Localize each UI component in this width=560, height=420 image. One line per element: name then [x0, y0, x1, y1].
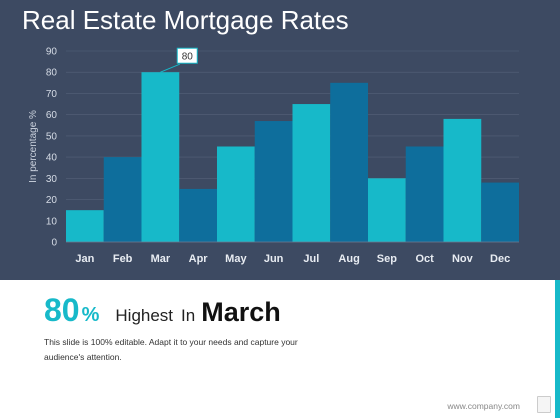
bar-nov: [443, 118, 482, 242]
y-tick-label: 0: [51, 238, 57, 249]
stat-label-highest: Highest: [115, 306, 174, 325]
description-text: This slide is 100% editable. Adapt it to…: [44, 337, 298, 362]
y-tick-label: 70: [46, 89, 58, 100]
highlight-stat: 80 % Highest In March: [44, 294, 281, 334]
x-tick-label: Nov: [452, 253, 474, 265]
bar-jan: [66, 210, 104, 242]
x-tick-label: Dec: [490, 253, 510, 265]
bar-dec: [481, 182, 519, 242]
bar-jul: [292, 104, 331, 242]
page-title: Real Estate Mortgage Rates: [22, 5, 349, 35]
y-tick-label: 40: [46, 153, 58, 164]
x-tick-label: May: [225, 253, 247, 265]
page-icon: [537, 396, 551, 413]
y-tick-label: 30: [46, 174, 58, 185]
callout-leader: [160, 63, 180, 73]
stat-label-in: In: [181, 306, 196, 325]
stat-percent-sign: %: [81, 304, 100, 326]
x-tick-label: Feb: [113, 253, 133, 265]
y-axis-label: In percentage %: [28, 110, 39, 183]
x-tick-label: Apr: [189, 253, 209, 265]
bar-mar: [141, 72, 180, 242]
bar-aug: [330, 82, 368, 242]
bar-apr: [179, 188, 217, 242]
footer-url[interactable]: www.company.com: [447, 401, 520, 411]
x-tick-label: Jun: [264, 253, 284, 265]
accent-bar: [555, 280, 560, 418]
x-tick-label: Jul: [303, 253, 319, 265]
x-tick-label: Mar: [151, 253, 171, 265]
x-tick-label: Jan: [75, 253, 94, 265]
bar-chart: 0 10 20 30 40 50 60 70 80 90 Jan Feb Mar Apr May Jun Jul…: [28, 47, 519, 265]
callout-box: [176, 47, 198, 64]
stat-month: March: [201, 297, 281, 327]
x-tick-label: Sep: [377, 253, 397, 265]
bar-sep: [368, 178, 406, 242]
y-tick-label: 80: [46, 68, 58, 79]
y-tick-label: 50: [46, 131, 58, 142]
bar-oct: [405, 146, 444, 242]
y-tick-label: 60: [46, 110, 58, 121]
bar-may: [217, 146, 255, 242]
bar-jun: [254, 121, 293, 242]
bar-feb: [103, 157, 142, 242]
callout-label: 80: [182, 52, 194, 63]
y-tick-label: 20: [46, 195, 58, 206]
stat-number: 80: [44, 292, 80, 328]
x-tick-label: Oct: [415, 253, 434, 265]
x-tick-label: Aug: [338, 253, 359, 265]
y-tick-label: 10: [46, 216, 58, 227]
y-tick-label: 90: [46, 47, 58, 58]
